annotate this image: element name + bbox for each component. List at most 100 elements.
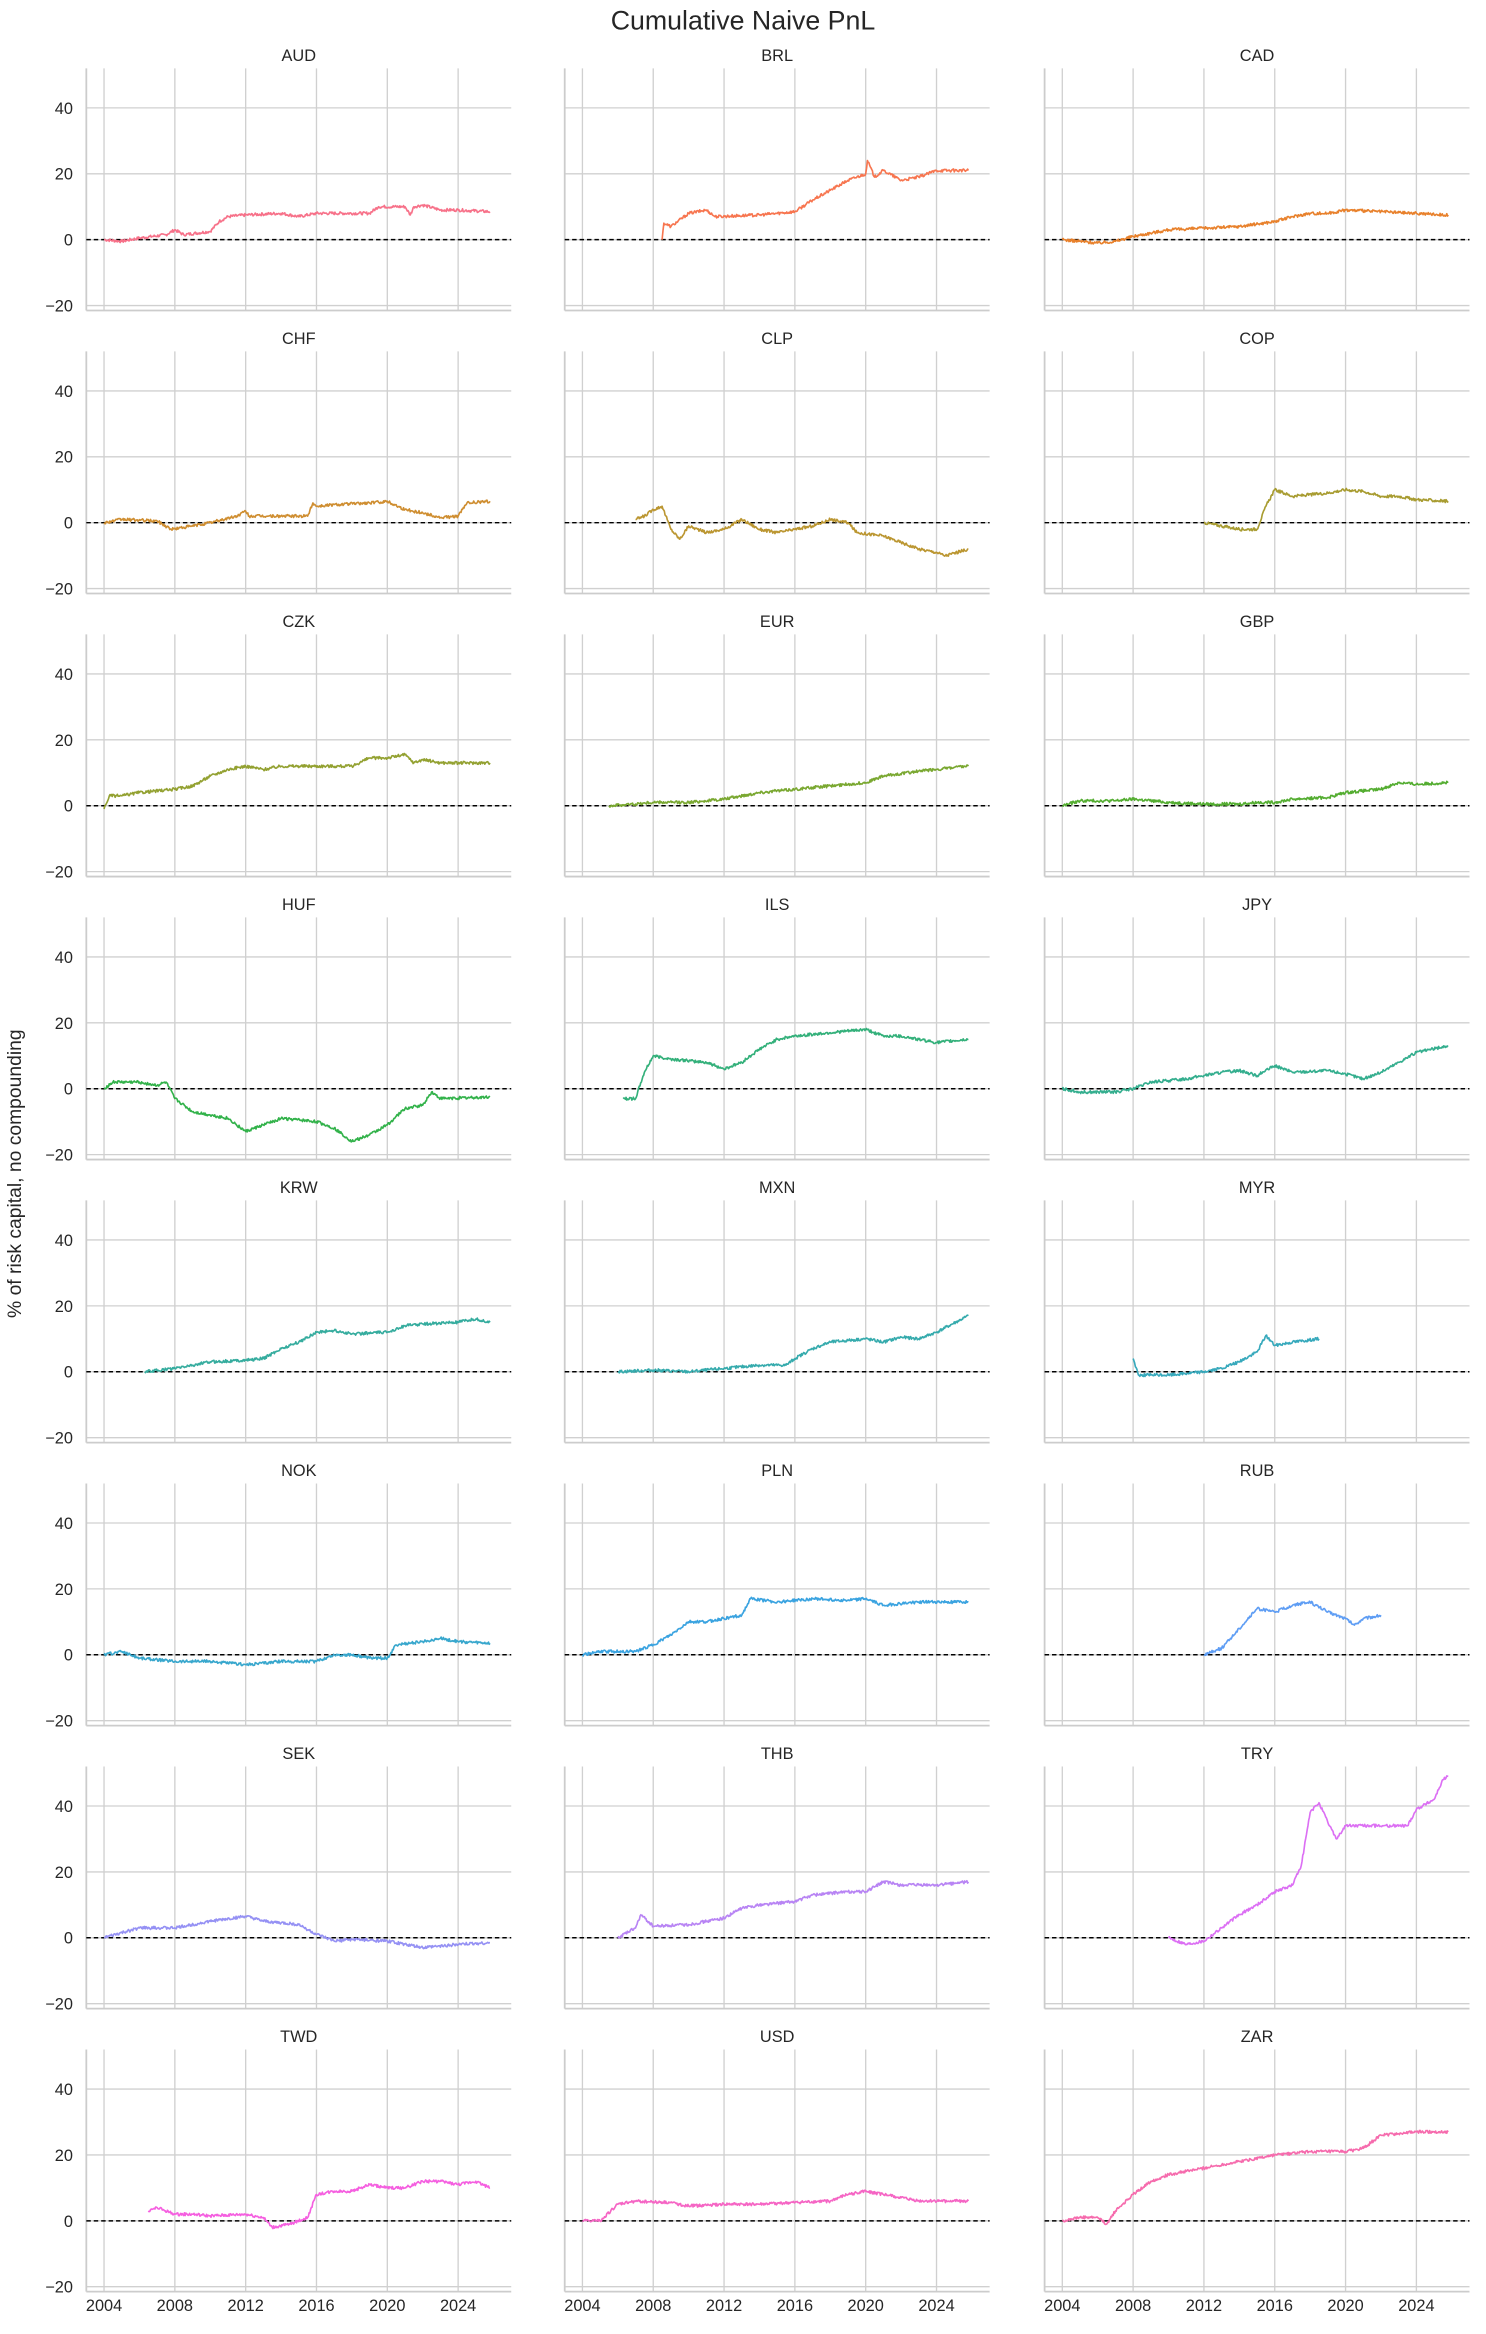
series-line-thb [617,1879,970,1939]
series-line-brl [661,159,970,240]
chart-title: Cumulative Naive PnL [611,6,876,36]
panel-clp: CLP [563,330,990,595]
panel-title: CZK [282,613,315,631]
series-line-czk [103,752,491,810]
y-tick-label: 0 [64,2213,73,2231]
series-line-myr [1132,1334,1320,1378]
series-line-ils [622,1027,969,1101]
series-line-twd [147,2179,491,2230]
x-tick-label: 2012 [228,2297,264,2315]
panel-ils: ILS [563,896,990,1161]
panel-pln: PLN [563,1462,990,1727]
x-tick-label: 2024 [1398,2297,1434,2315]
x-tick-label: 2020 [848,2297,884,2315]
panel-title: ILS [765,896,790,914]
series-line-try [1167,1775,1449,1946]
y-tick-label: 0 [64,1364,73,1382]
panel-title: TRY [1241,1745,1273,1763]
panel-title: COP [1239,330,1274,348]
series-line-huf [103,1079,491,1143]
y-tick-label: 20 [55,449,73,467]
series-line-clp [635,505,969,557]
y-tick-label: −20 [45,2279,73,2297]
x-tick-label: 2012 [1186,2297,1222,2315]
panel-thb: THB [563,1745,990,2010]
y-tick-label: 40 [55,2081,73,2099]
x-tick-label: 2004 [564,2297,600,2315]
y-tick-label: −20 [45,1996,73,2014]
y-tick-label: 20 [55,166,73,184]
y-tick-label: 40 [55,1798,73,1816]
series-line-eur [608,764,970,808]
y-tick-label: 20 [55,732,73,750]
panel-title: KRW [280,1179,318,1197]
x-tick-label: 2008 [635,2297,671,2315]
y-tick-label: 0 [64,232,73,250]
x-tick-label: 2024 [918,2297,954,2315]
panel-title: HUF [282,896,316,914]
panel-title: GBP [1240,613,1275,631]
x-tick-label: 2008 [1115,2297,1151,2315]
y-tick-label: 20 [55,1015,73,1033]
panel-usd: 2004 2008 2012 2016 2020 2024 USD [563,2028,990,2315]
y-tick-label: −20 [45,1430,73,1448]
series-line-aud [103,203,491,244]
panel-mxn: MXN [563,1179,990,1444]
y-tick-label: 40 [55,100,73,118]
y-tick-label: 20 [55,1864,73,1882]
panel-title: MXN [759,1179,795,1197]
panel-eur: EUR [563,613,990,878]
x-tick-label: 2016 [298,2297,334,2315]
panel-title: CAD [1240,47,1275,65]
y-tick-label: 40 [55,666,73,684]
panel-title: MYR [1239,1179,1275,1197]
panel-cop: COP [1043,330,1470,595]
y-tick-label: 0 [64,1930,73,1948]
panel-title: ZAR [1241,2028,1274,2046]
panel-try: TRY [1043,1745,1470,2010]
panel-title: RUB [1240,1462,1275,1480]
panel-aud: −20 0 20 40 AUD [45,47,512,316]
panel-title: BRL [761,47,793,65]
panel-chf: −20 0 20 40 CHF [45,330,512,599]
panel-title: CHF [282,330,316,348]
panel-krw: −20 0 20 40 KRW [45,1179,512,1448]
y-tick-label: −20 [45,1713,73,1731]
y-tick-label: −20 [45,298,73,316]
y-tick-label: 0 [64,515,73,533]
panel-title: THB [761,1745,794,1763]
panel-title: PLN [761,1462,793,1480]
y-tick-label: 20 [55,1581,73,1599]
y-tick-label: 40 [55,1232,73,1250]
panel-brl: BRL [563,47,990,312]
x-tick-label: 2024 [440,2297,476,2315]
y-tick-label: 20 [55,2147,73,2165]
series-line-mxn [617,1314,969,1374]
panel-nok: −20 0 20 40 NOK [45,1462,512,1731]
panel-title: USD [760,2028,795,2046]
y-tick-label: 40 [55,1515,73,1533]
y-axis-label: % of risk capital, no compounding [5,1029,26,1318]
series-line-zar [1061,2129,1449,2226]
series-line-chf [103,499,491,532]
y-tick-label: −20 [45,1147,73,1165]
x-tick-label: 2004 [1044,2297,1080,2315]
series-line-usd [582,2189,970,2223]
series-line-gbp [1061,780,1449,807]
panel-jpy: JPY [1043,896,1470,1161]
series-line-cad [1061,208,1449,245]
x-tick-label: 2020 [369,2297,405,2315]
y-tick-label: 40 [55,383,73,401]
panel-title: NOK [281,1462,316,1480]
panel-title: JPY [1242,896,1272,914]
series-line-nok [103,1636,491,1667]
x-tick-label: 2016 [1257,2297,1293,2315]
y-tick-label: 0 [64,1081,73,1099]
y-tick-label: 40 [55,949,73,967]
panel-title: EUR [760,613,795,631]
panel-title: CLP [761,330,793,348]
x-tick-label: 2012 [706,2297,742,2315]
x-tick-label: 2016 [777,2297,813,2315]
